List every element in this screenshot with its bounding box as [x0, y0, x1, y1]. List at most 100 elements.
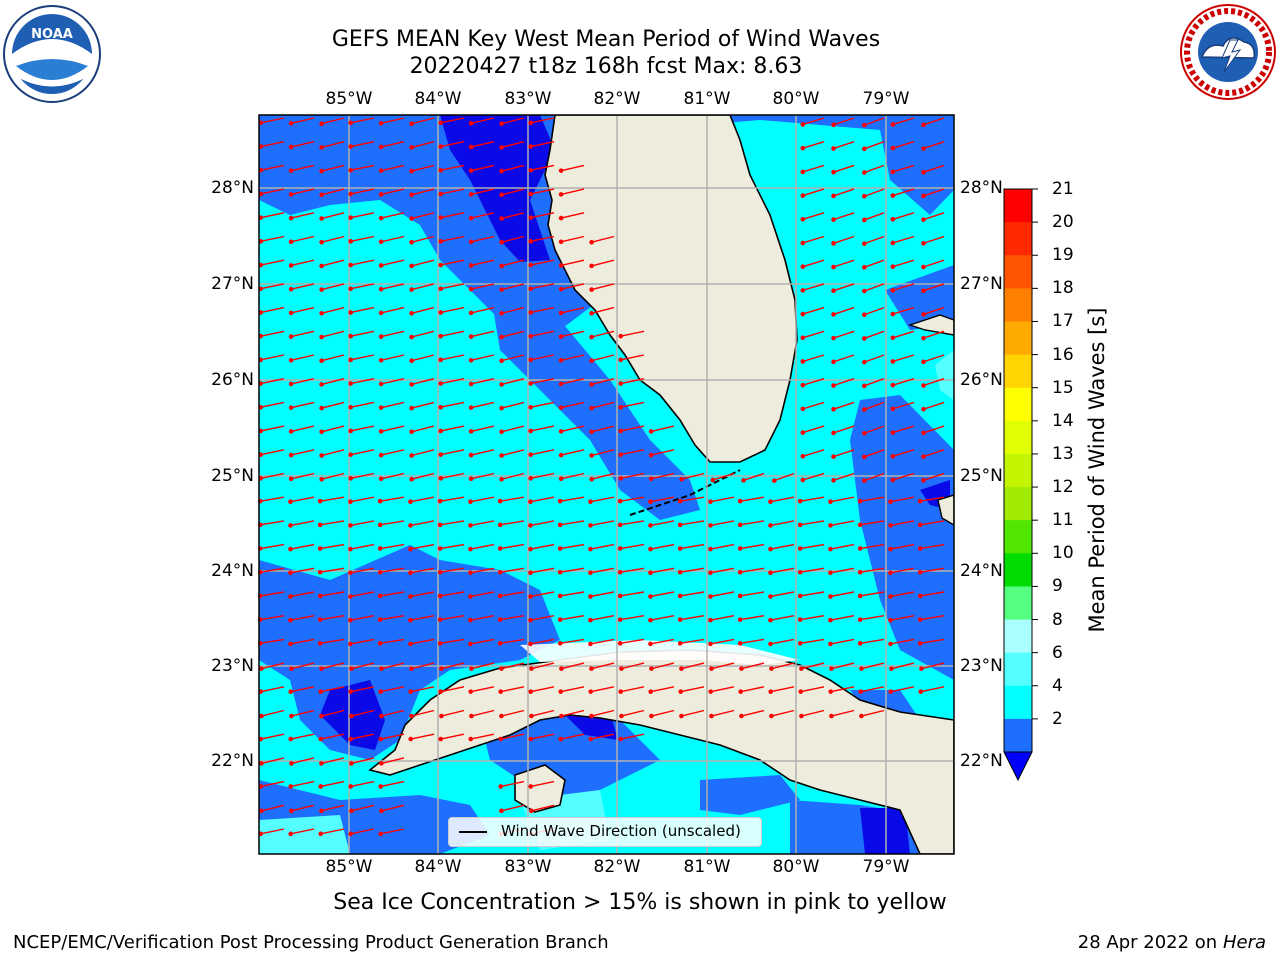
- wave-direction-arrow: [590, 615, 615, 621]
- wave-direction-arrowhead: [921, 217, 926, 222]
- wave-direction-arrow: [591, 449, 615, 457]
- y-tick-left: 28°N: [211, 178, 254, 198]
- wave-direction-arrow: [321, 472, 345, 480]
- wave-direction-arrowhead: [378, 168, 384, 173]
- colorbar-segment: [1004, 387, 1032, 422]
- wave-direction-arrowhead: [528, 144, 534, 149]
- wave-direction-arrow: [321, 709, 345, 717]
- wave-direction-arrowhead: [408, 570, 413, 576]
- wave-direction-arrow: [530, 212, 555, 219]
- wave-direction-arrow: [923, 164, 945, 173]
- wave-direction-arrowhead: [589, 382, 594, 387]
- wave-direction-arrowhead: [349, 808, 354, 814]
- colorbar-segment: [1004, 453, 1032, 488]
- wave-direction-arrowhead: [800, 359, 806, 364]
- wave-direction-arrowhead: [859, 666, 864, 671]
- wave-direction-arrow: [920, 638, 945, 645]
- wave-direction-arrow: [411, 662, 435, 670]
- colorbar-tick-label: 12: [1052, 477, 1074, 498]
- wave-direction-arrow: [864, 401, 885, 411]
- wave-direction-arrowhead: [438, 239, 444, 244]
- wave-direction-arrow: [892, 212, 915, 220]
- wave-direction-arrowhead: [921, 430, 926, 436]
- wave-direction-arrow: [260, 449, 285, 456]
- wave-direction-arrowhead: [317, 617, 323, 622]
- wave-direction-arrowhead: [288, 617, 293, 623]
- wave-direction-arrow: [381, 757, 405, 765]
- wave-direction-arrow: [560, 567, 585, 573]
- wave-direction-arrowhead: [529, 666, 534, 671]
- wave-direction-arrowhead: [890, 240, 896, 246]
- wave-direction-arrowhead: [288, 689, 294, 694]
- y-tick-right: 28°N: [960, 178, 1003, 198]
- wave-direction-arrow: [411, 164, 435, 172]
- wave-direction-arrow: [830, 686, 855, 693]
- colorbar-segment: [1004, 321, 1032, 356]
- wave-direction-arrow: [680, 520, 705, 526]
- wave-direction-arrowhead: [800, 453, 806, 459]
- noaa-logo: NOAA: [3, 5, 101, 103]
- wave-direction-arrow: [864, 164, 885, 174]
- colorbar-segment: [1004, 189, 1032, 223]
- wave-direction-arrowhead: [800, 193, 806, 198]
- wave-direction-arrow: [501, 306, 525, 314]
- wave-direction-arrow: [833, 330, 855, 339]
- wave-direction-arrow: [290, 188, 315, 196]
- wave-direction-arrow: [260, 212, 285, 219]
- wave-direction-arrowhead: [409, 287, 414, 292]
- wave-direction-arrow: [290, 283, 315, 290]
- wave-direction-arrowhead: [497, 641, 503, 646]
- wave-direction-arrow: [260, 425, 285, 432]
- wave-direction-arrowhead: [348, 546, 353, 552]
- y-tick-right: 26°N: [960, 370, 1003, 390]
- wave-direction-arrow: [833, 141, 855, 150]
- wave-direction-arrowhead: [378, 192, 384, 197]
- wave-direction-arrowhead: [889, 666, 894, 671]
- wave-direction-arrowhead: [890, 169, 896, 175]
- wave-direction-arrowhead: [319, 429, 324, 435]
- wave-direction-arrowhead: [890, 406, 896, 412]
- wave-direction-arrowhead: [888, 570, 893, 576]
- wave-direction-arrowhead: [648, 523, 653, 528]
- wave-direction-arrowhead: [861, 122, 867, 128]
- wave-direction-arrowhead: [861, 312, 867, 318]
- wave-direction-arrow: [833, 188, 855, 197]
- wave-direction-arrow: [860, 496, 885, 502]
- wave-direction-arrow: [471, 709, 495, 717]
- wave-direction-arrow: [380, 188, 405, 196]
- wave-direction-arrowhead: [529, 713, 534, 719]
- wave-direction-arrowhead: [618, 428, 624, 434]
- wave-direction-arrow: [291, 804, 315, 812]
- wave-direction-arrowhead: [438, 286, 444, 292]
- wave-direction-arrow: [440, 520, 465, 526]
- wave-direction-arrow: [833, 117, 855, 126]
- wave-direction-arrowhead: [831, 312, 836, 317]
- wave-direction-arrowhead: [589, 334, 594, 340]
- wave-direction-arrowhead: [439, 713, 444, 719]
- colorbar-tick-label: 8: [1052, 609, 1063, 630]
- colorbar-segment: [1004, 685, 1032, 720]
- wave-direction-arrow: [411, 401, 435, 409]
- wave-direction-arrow: [864, 212, 885, 221]
- wave-direction-arrowhead: [648, 617, 653, 623]
- wave-direction-arrow: [651, 662, 675, 670]
- wave-direction-arrow: [290, 117, 315, 124]
- wave-direction-arrow: [650, 638, 675, 645]
- wave-direction-arrowhead: [588, 523, 593, 528]
- wave-direction-arrowhead: [890, 430, 896, 435]
- wave-direction-arrow: [680, 567, 705, 573]
- wave-direction-arrow: [500, 686, 525, 693]
- x-tick-top: 83°W: [504, 89, 552, 109]
- wave-direction-arrow: [740, 567, 765, 573]
- wave-direction-arrow: [470, 496, 495, 503]
- wave-direction-arrow: [590, 496, 615, 503]
- wave-direction-arrow: [743, 472, 765, 481]
- wave-direction-arrowhead: [289, 713, 294, 719]
- wave-direction-arrowhead: [409, 310, 414, 316]
- period-band-2-4: [259, 115, 954, 854]
- wave-direction-arrowhead: [737, 498, 743, 504]
- colorbar-segment: [1004, 487, 1032, 521]
- wave-direction-arrowhead: [528, 381, 534, 386]
- wave-direction-arrow: [320, 780, 345, 788]
- wave-direction-arrow: [321, 757, 345, 765]
